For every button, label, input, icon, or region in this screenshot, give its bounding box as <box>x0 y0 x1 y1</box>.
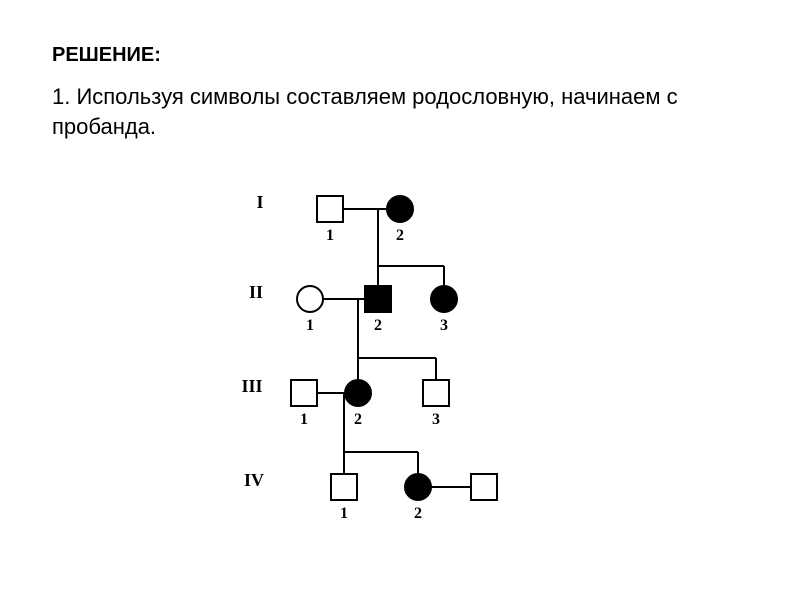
female-symbol <box>387 196 413 222</box>
solution-heading: РЕШЕНИЕ: <box>52 44 161 67</box>
node-label: 2 <box>414 505 422 522</box>
generation-label: I <box>256 192 263 212</box>
female-symbol <box>297 286 323 312</box>
male-symbol <box>291 380 317 406</box>
node-label: 1 <box>326 227 334 244</box>
male-symbol <box>365 286 391 312</box>
generation-label: III <box>241 376 262 396</box>
male-symbol <box>423 380 449 406</box>
node-label: 3 <box>432 411 440 428</box>
node-label: 2 <box>374 317 382 334</box>
generation-label: IV <box>244 470 264 490</box>
female-symbol <box>345 380 371 406</box>
step-1-text: 1. Используя символы составляем родослов… <box>52 82 752 141</box>
node-label: 1 <box>340 505 348 522</box>
female-symbol <box>431 286 457 312</box>
generation-label: II <box>249 282 263 302</box>
pedigree-diagram: 1212312312IIIIIIIV <box>200 170 600 570</box>
node-label: 2 <box>354 411 362 428</box>
node-label: 1 <box>306 317 314 334</box>
node-label: 1 <box>300 411 308 428</box>
male-symbol <box>471 474 497 500</box>
node-label: 3 <box>440 317 448 334</box>
node-label: 2 <box>396 227 404 244</box>
male-symbol <box>317 196 343 222</box>
male-symbol <box>331 474 357 500</box>
female-symbol <box>405 474 431 500</box>
